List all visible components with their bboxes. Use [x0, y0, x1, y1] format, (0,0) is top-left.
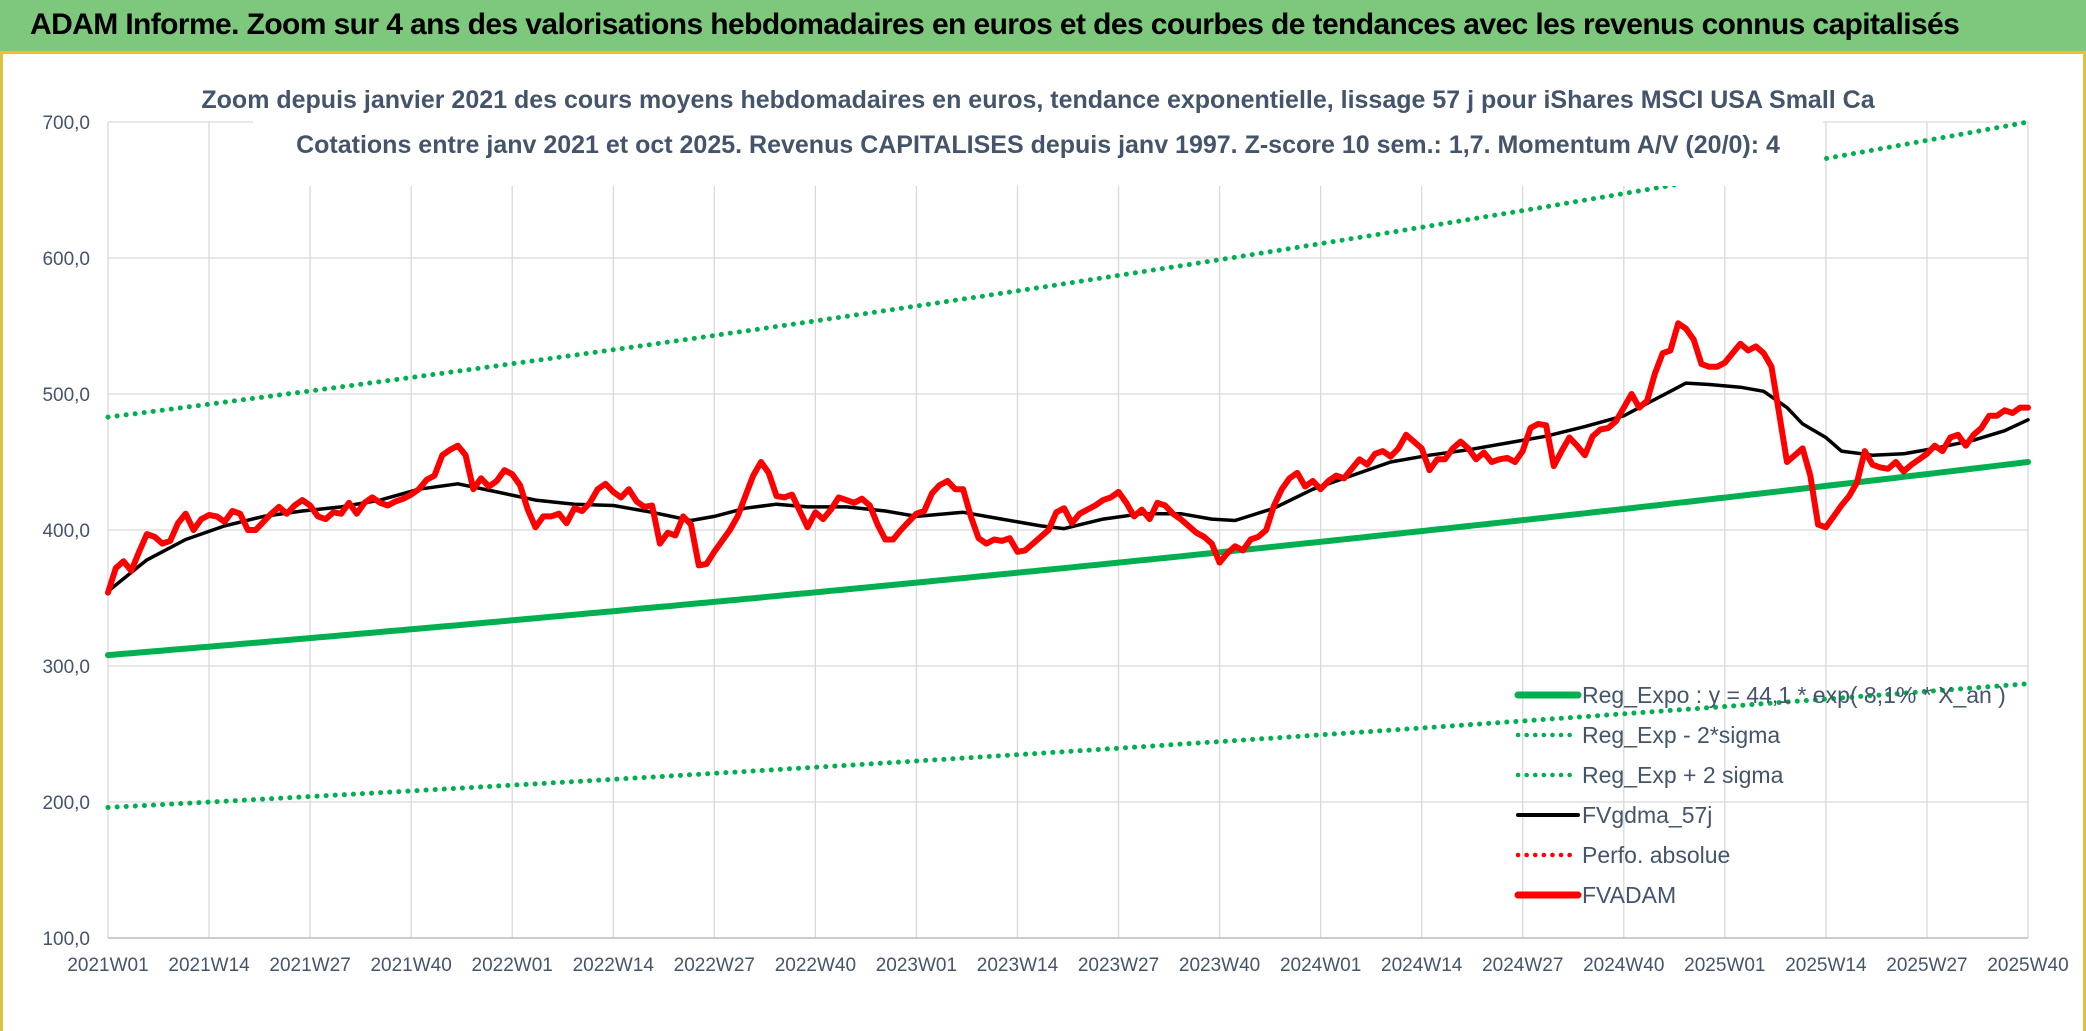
report-title: ADAM Informe. Zoom sur 4 ans des valoris… [30, 8, 1960, 41]
legend-entry-reg-expo: Reg_Expo : y = 44,1 * exp( 8,1% * X_an ) [1514, 682, 2006, 708]
fvgdma-57j-line [106, 381, 2030, 593]
y-tick-label: 100,0 [42, 929, 90, 950]
trend-line [105, 459, 2031, 659]
x-tick-label: 2023W27 [1078, 955, 1159, 976]
y-tick-label: 600,0 [42, 249, 90, 270]
chart-title-line-2: Cotations entre janv 2021 et oct 2025. R… [296, 131, 1780, 159]
x-axis-ticks: 2021W01 2021W14 2021W27 2021W40 2022W01 2022W… [67, 955, 2068, 976]
line-chart: 100,0 200,0 300,0 400,0 500,0 600,0 700,0 2021… [42, 76, 2069, 976]
x-tick-label: 2022W01 [472, 955, 553, 976]
x-tick-label: 2025W27 [1886, 955, 1967, 976]
y-tick-label: 700,0 [42, 113, 90, 134]
legend-label: Reg_Expo : y = 44,1 * exp( 8,1% * X_an ) [1582, 682, 2006, 708]
y-tick-label: 400,0 [42, 521, 90, 542]
x-tick-label: 2021W01 [67, 955, 148, 976]
x-tick-label: 2025W40 [1987, 955, 2068, 976]
legend-label: Reg_Exp - 2*sigma [1582, 722, 1780, 748]
x-tick-label: 2021W40 [370, 955, 451, 976]
x-tick-label: 2021W14 [168, 955, 250, 976]
y-axis-ticks: 100,0 200,0 300,0 400,0 500,0 600,0 700,0 [42, 113, 90, 950]
x-tick-label: 2024W40 [1583, 955, 1664, 976]
legend-entry-reg-minus: Reg_Exp - 2*sigma [1515, 722, 1780, 748]
x-tick-label: 2022W40 [775, 955, 856, 976]
y-tick-label: 300,0 [42, 657, 90, 678]
x-tick-label: 2024W01 [1280, 955, 1361, 976]
x-tick-label: 2025W14 [1785, 955, 1867, 976]
x-tick-label: 2024W27 [1482, 955, 1563, 976]
grid [107, 121, 2029, 939]
x-tick-label: 2024W14 [1381, 955, 1463, 976]
x-tick-label: 2025W01 [1684, 955, 1765, 976]
legend-entry-fvadam: FVADAM [1514, 882, 1676, 908]
legend-label: Reg_Exp + 2 sigma [1582, 762, 1784, 788]
x-tick-label: 2023W40 [1179, 955, 1260, 976]
x-tick-label: 2021W27 [269, 955, 350, 976]
y-tick-label: 500,0 [42, 385, 90, 406]
y-tick-label: 200,0 [42, 793, 90, 814]
legend-entry-reg-plus: Reg_Exp + 2 sigma [1515, 762, 1784, 788]
legend-label: Perfo. absolue [1582, 842, 1730, 868]
legend-label: FVADAM [1582, 882, 1676, 908]
x-tick-label: 2022W14 [573, 955, 655, 976]
chart-title-block: Zoom depuis janvier 2021 des cours moyen… [201, 76, 1876, 186]
chart-frame: 100,0 200,0 300,0 400,0 500,0 600,0 700,0 2021… [0, 54, 2086, 1031]
legend: Reg_Expo : y = 44,1 * exp( 8,1% * X_an )… [1514, 682, 2006, 908]
x-tick-label: 2022W27 [674, 955, 755, 976]
x-tick-label: 2023W14 [977, 955, 1059, 976]
trend-minus-2sigma-line [105, 681, 2031, 810]
legend-entry-fvgdma: FVgdma_57j [1516, 802, 1712, 828]
chart-title-background [253, 76, 1823, 186]
chart-title-line-1: Zoom depuis janvier 2021 des cours moyen… [201, 86, 1875, 114]
fvadam-line [105, 320, 2031, 596]
report-header: ADAM Informe. Zoom sur 4 ans des valoris… [0, 0, 2086, 54]
legend-entry-perfo: Perfo. absolue [1515, 842, 1730, 868]
x-tick-label: 2023W01 [876, 955, 957, 976]
legend-label: FVgdma_57j [1582, 802, 1712, 828]
